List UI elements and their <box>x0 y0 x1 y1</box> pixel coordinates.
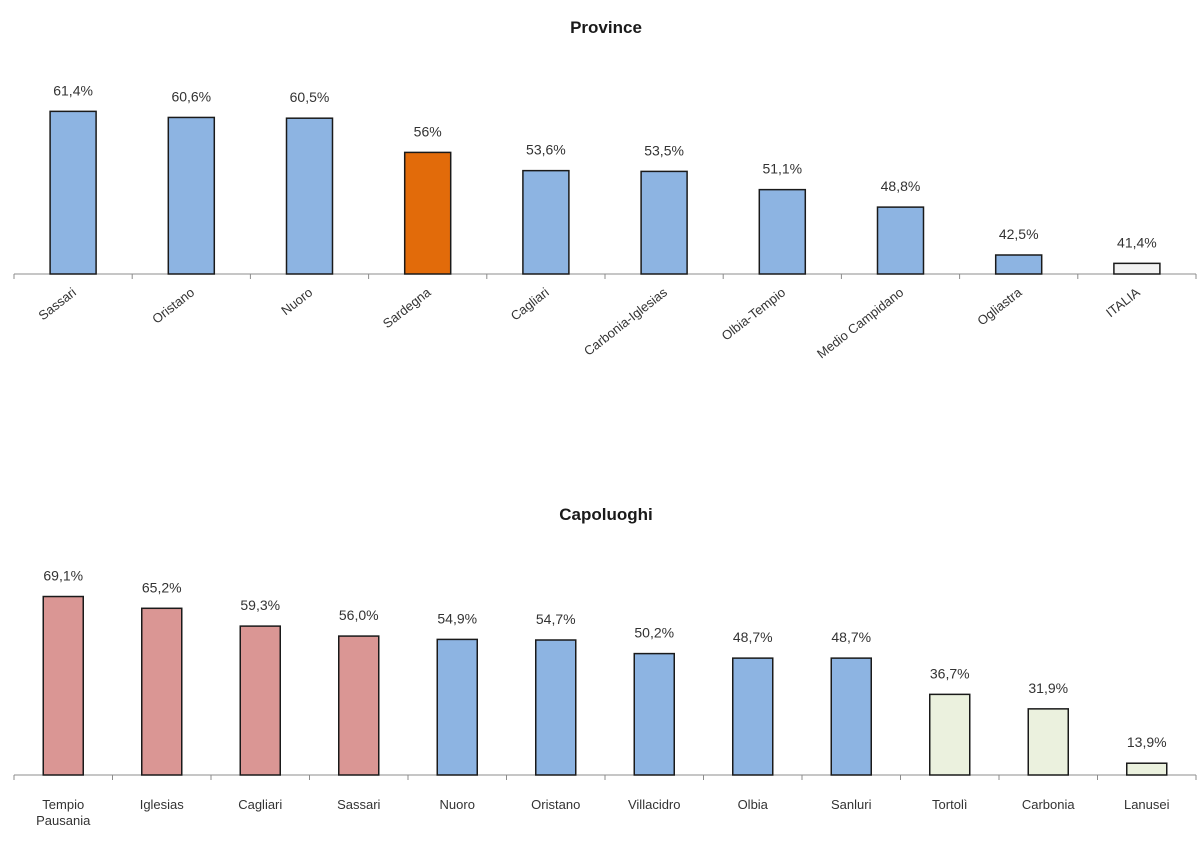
province-bar <box>640 170 688 275</box>
capoluoghi-category-label: Lanusei <box>1124 797 1170 812</box>
capoluoghi-category-label: Oristano <box>531 797 580 812</box>
capoluoghi-value-label: 54,7% <box>536 611 576 627</box>
capoluoghi-chart: Capoluoghi 69,1% Tempio Pausania 65,2% Igles… <box>13 505 1197 828</box>
capoluoghi-category-label: Nuoro <box>440 797 475 812</box>
province-category-label: Medio Campidano <box>814 285 906 362</box>
capoluoghi-bar <box>1126 762 1168 776</box>
capoluoghi-value-label: 54,9% <box>437 610 477 626</box>
province-bar <box>49 110 97 275</box>
province-value-label: 60,5% <box>290 89 330 105</box>
capoluoghi-bar <box>830 657 872 776</box>
capoluoghi-category-label: Olbia <box>738 797 769 812</box>
province-value-label: 60,6% <box>171 88 211 104</box>
capoluoghi-value-label: 65,2% <box>142 579 182 595</box>
capoluoghi-value-label: 50,2% <box>634 625 674 641</box>
capoluoghi-bar <box>929 693 971 776</box>
province-category-label: ITALIA <box>1103 284 1143 320</box>
province-category-label: Olbia-Tempio <box>719 285 789 344</box>
capoluoghi-value-label: 31,9% <box>1028 680 1068 696</box>
capoluoghi-bar <box>338 635 380 776</box>
capoluoghi-value-label: 69,1% <box>43 568 83 584</box>
capoluoghi-category-label: Tempio Pausania <box>36 797 91 828</box>
capoluoghi-bar <box>436 638 478 776</box>
province-value-label: 51,1% <box>762 161 802 177</box>
province-value-label: 48,8% <box>881 178 921 194</box>
province-value-label: 61,4% <box>53 82 93 98</box>
province-bar <box>285 117 334 275</box>
capoluoghi-value-label: 13,9% <box>1127 734 1167 750</box>
province-value-label: 41,4% <box>1117 234 1157 250</box>
province-chart-title: Province <box>570 18 642 37</box>
province-category-label: Sassari <box>36 284 79 323</box>
capoluoghi-value-label: 48,7% <box>831 629 871 645</box>
province-category-label: Nuoro <box>278 285 315 319</box>
capoluoghi-value-label: 48,7% <box>733 629 773 645</box>
capoluoghi-bar <box>633 652 675 776</box>
province-bar <box>522 169 570 275</box>
province-category-label: Cagliari <box>508 284 552 323</box>
capoluoghi-category-label: Cagliari <box>238 797 282 812</box>
province-value-label: 53,5% <box>644 142 684 158</box>
province-category-label: Carbonia-Iglesias <box>581 284 670 358</box>
province-bar <box>994 254 1043 275</box>
province-bar <box>403 151 452 275</box>
capoluoghi-category-label: Sanluri <box>831 797 872 812</box>
province-chart: Province 61,4% Sassari 60,6% Oristano 60,5% N… <box>13 18 1197 362</box>
capoluoghi-bar <box>42 595 84 776</box>
capoluoghi-bar <box>1027 708 1069 776</box>
province-value-label: 56% <box>414 123 442 139</box>
capoluoghi-category-label: Tortolì <box>932 797 967 812</box>
capoluoghi-bars: 69,1% Tempio Pausania 65,2% Iglesias 59,3% Cag… <box>13 568 1197 828</box>
province-value-label: 53,6% <box>526 142 566 158</box>
capoluoghi-bar <box>732 657 774 776</box>
province-bar <box>167 116 216 275</box>
capoluoghi-category-label: Carbonia <box>1022 797 1076 812</box>
province-bars: 61,4% Sassari 60,6% Oristano 60,5% Nuoro 56% Sa… <box>13 82 1197 362</box>
province-bar <box>758 188 807 275</box>
capoluoghi-bar <box>141 607 183 776</box>
province-category-label: Ogliastra <box>974 284 1025 328</box>
province-bar <box>1113 262 1161 275</box>
capoluoghi-bar <box>535 639 577 776</box>
capoluoghi-value-label: 59,3% <box>240 597 280 613</box>
capoluoghi-category-label: Villacidro <box>628 797 681 812</box>
province-bar <box>876 206 925 275</box>
province-category-label: Sardegna <box>380 284 434 331</box>
province-category-label: Oristano <box>149 285 197 327</box>
capoluoghi-category-label: Sassari <box>337 797 380 812</box>
capoluoghi-value-label: 56,0% <box>339 607 379 623</box>
province-value-label: 42,5% <box>999 226 1039 242</box>
capoluoghi-value-label: 36,7% <box>930 665 970 681</box>
capoluoghi-category-label: Iglesias <box>140 797 185 812</box>
capoluoghi-bar <box>239 625 281 776</box>
capoluoghi-chart-title: Capoluoghi <box>559 505 652 524</box>
